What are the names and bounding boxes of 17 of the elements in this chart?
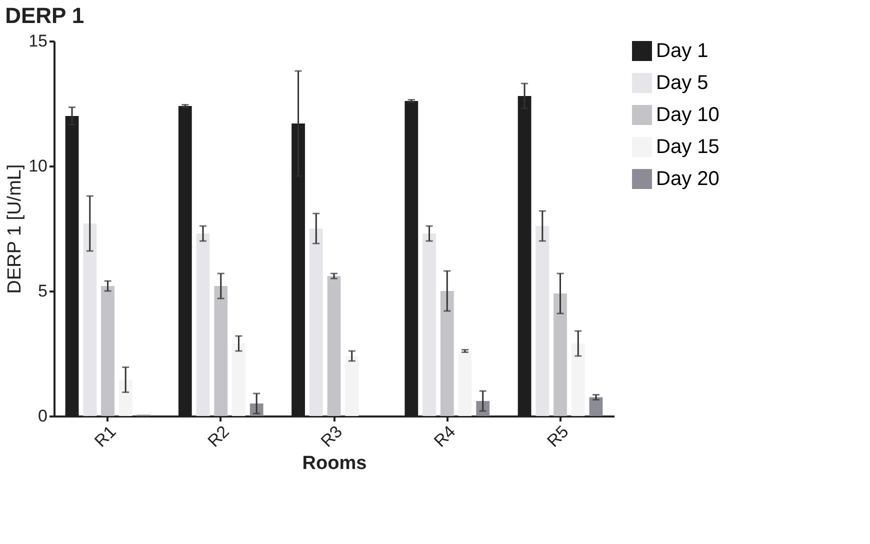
legend-label: Day 5 [656,72,708,94]
legend-label: Day 15 [656,136,720,158]
legend-label: Day 1 [656,40,708,62]
legend-label: Day 10 [656,104,720,126]
y-axis-title: DERP 1 [U/mL] [4,164,26,294]
y-tick-label: 5 [38,282,48,300]
chart-title: DERP 1 [5,3,84,28]
y-tick-label: 10 [28,156,48,176]
x-tick-label: R4 [430,422,460,451]
y-tick-label: 0 [38,406,48,426]
legend-label: Day 20 [656,168,720,190]
x-tick-label: R5 [543,422,572,451]
x-tick-label: R2 [204,422,233,451]
y-tick-label: 15 [28,32,48,50]
x-axis-title: Rooms [302,453,367,474]
x-tick-label: R1 [90,422,120,451]
x-tick-label: R3 [317,422,346,451]
